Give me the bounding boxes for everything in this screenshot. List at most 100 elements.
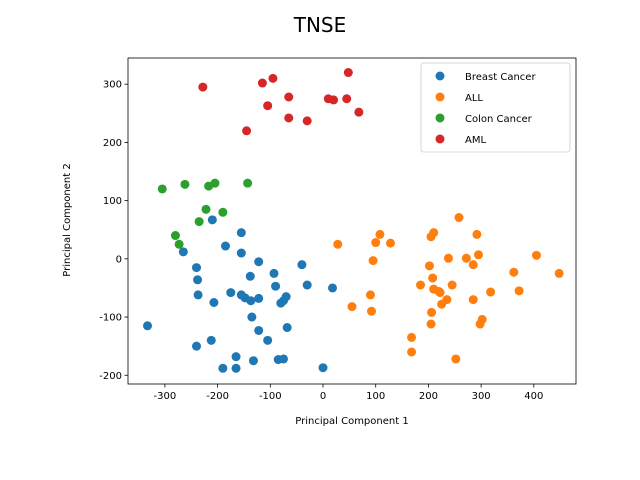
- point-breast-cancer: [209, 298, 219, 307]
- point-colon-cancer: [210, 178, 220, 188]
- point-breast-cancer: [248, 356, 258, 366]
- point-all: [454, 213, 464, 223]
- point-all: [435, 288, 445, 298]
- point-all: [468, 295, 478, 305]
- x-tick-label: -300: [154, 391, 177, 402]
- legend-marker-breast-cancer: [435, 71, 445, 81]
- point-breast-cancer: [278, 354, 288, 364]
- point-breast-cancer: [221, 241, 231, 251]
- point-breast-cancer: [254, 325, 264, 335]
- x-tick-label: -100: [259, 391, 282, 402]
- point-colon-cancer: [218, 207, 228, 217]
- point-breast-cancer: [282, 323, 292, 333]
- point-breast-cancer: [236, 248, 246, 258]
- legend-label-breast-cancer: Breast Cancer: [465, 72, 536, 83]
- point-all: [407, 347, 417, 357]
- y-tick-label: 100: [103, 196, 122, 207]
- point-breast-cancer: [143, 321, 153, 331]
- point-all: [514, 286, 524, 296]
- legend-marker-all: [435, 92, 445, 102]
- point-all: [365, 290, 375, 300]
- point-breast-cancer: [271, 281, 281, 291]
- point-breast-cancer: [193, 275, 203, 285]
- point-breast-cancer: [281, 292, 291, 302]
- point-breast-cancer: [327, 283, 337, 293]
- x-axis-label: Principal Component 1: [295, 416, 408, 427]
- point-all: [424, 261, 434, 271]
- point-breast-cancer: [302, 280, 312, 290]
- point-breast-cancer: [207, 215, 217, 225]
- chart-title: TNSE: [293, 13, 347, 37]
- point-breast-cancer: [254, 257, 264, 267]
- point-breast-cancer: [231, 363, 241, 373]
- point-breast-cancer: [226, 288, 236, 298]
- point-all: [416, 280, 426, 290]
- point-colon-cancer: [157, 184, 167, 194]
- point-aml: [329, 95, 339, 105]
- point-all: [367, 306, 377, 316]
- legend-marker-aml: [435, 134, 445, 144]
- point-colon-cancer: [174, 239, 184, 249]
- axes-frame: [127, 57, 577, 385]
- point-all: [427, 307, 437, 317]
- point-all: [428, 273, 438, 283]
- point-breast-cancer: [254, 293, 264, 303]
- x-tick-label: -200: [206, 391, 229, 402]
- x-tick-label: 100: [366, 391, 385, 402]
- y-axis-label: Principal Component 2: [62, 163, 73, 276]
- point-aml: [302, 116, 312, 126]
- point-breast-cancer: [178, 247, 188, 257]
- point-all: [486, 287, 496, 297]
- point-aml: [284, 92, 294, 102]
- point-breast-cancer: [245, 271, 255, 281]
- point-aml: [198, 82, 208, 92]
- point-colon-cancer: [180, 179, 190, 189]
- point-all: [461, 253, 471, 263]
- point-all: [509, 267, 519, 277]
- point-colon-cancer: [194, 217, 204, 227]
- point-aml: [343, 68, 353, 78]
- x-tick-label: 0: [320, 391, 326, 402]
- point-all: [426, 319, 436, 329]
- point-aml: [284, 113, 294, 123]
- point-breast-cancer: [231, 352, 241, 362]
- point-aml: [268, 73, 278, 83]
- point-all: [554, 268, 564, 278]
- point-aml: [242, 126, 252, 136]
- point-all: [347, 302, 357, 312]
- x-tick-label: 300: [472, 391, 491, 402]
- x-tick-label: 200: [419, 391, 438, 402]
- point-colon-cancer: [201, 204, 211, 214]
- legend-label-colon-cancer: Colon Cancer: [465, 114, 533, 125]
- point-all: [451, 354, 461, 364]
- point-all: [385, 238, 395, 248]
- legend-label-all: ALL: [465, 93, 483, 104]
- point-aml: [263, 101, 273, 111]
- point-all: [447, 280, 457, 290]
- point-breast-cancer: [318, 363, 328, 373]
- legend-marker-colon-cancer: [435, 113, 445, 123]
- point-colon-cancer: [170, 231, 180, 241]
- point-aml: [342, 94, 352, 104]
- point-all: [531, 250, 541, 260]
- point-all: [468, 260, 478, 270]
- point-all: [429, 228, 439, 238]
- point-breast-cancer: [297, 260, 307, 270]
- point-all: [333, 239, 343, 249]
- point-aml: [354, 107, 364, 117]
- point-all: [472, 229, 482, 239]
- point-breast-cancer: [218, 363, 228, 373]
- point-colon-cancer: [243, 178, 253, 188]
- y-tick-label: -100: [99, 313, 122, 324]
- point-breast-cancer: [247, 312, 257, 322]
- point-all: [371, 238, 381, 248]
- point-all: [368, 256, 378, 266]
- plot-area: -300 -200 -100 0 100 200 300 400 -200 -100 0 100 200…: [99, 57, 577, 402]
- y-tick-label: 300: [103, 80, 122, 91]
- point-breast-cancer: [263, 335, 273, 345]
- legend-box: [420, 62, 571, 153]
- x-tick-label: 400: [524, 391, 543, 402]
- point-breast-cancer: [193, 290, 203, 300]
- legend-label-aml: AML: [465, 135, 486, 146]
